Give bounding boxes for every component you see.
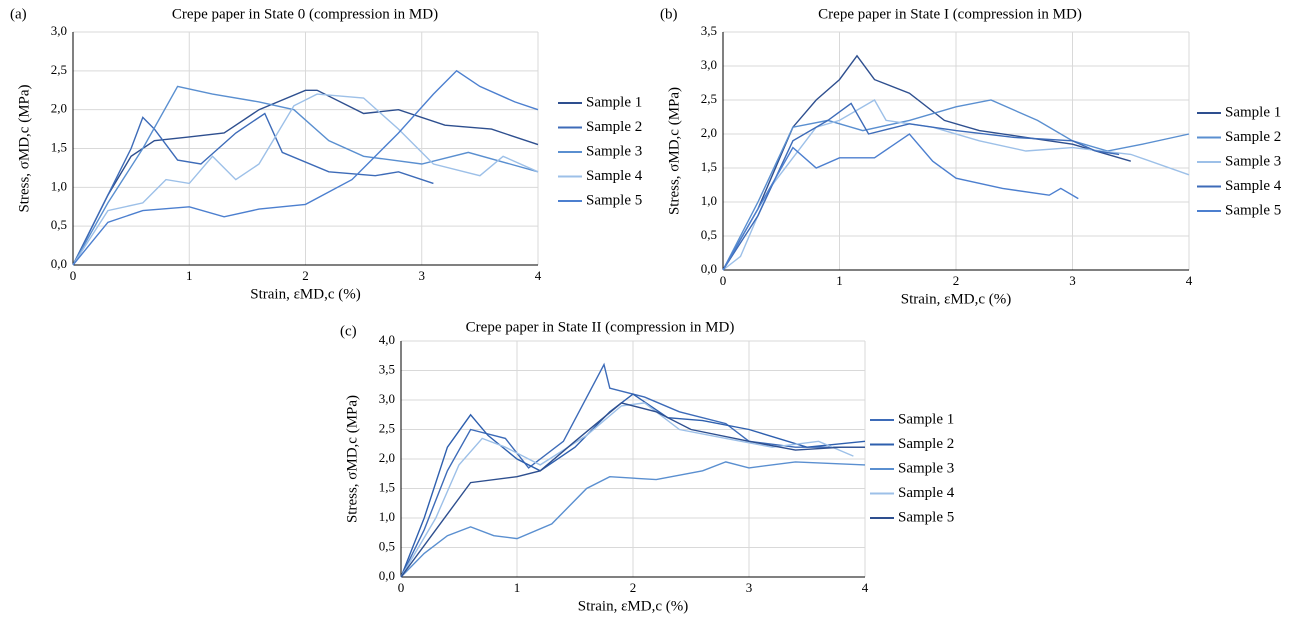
x-tick-label: 2 — [630, 580, 637, 595]
y-tick-label: 0,0 — [701, 261, 717, 276]
y-tick-label: 1,5 — [51, 139, 67, 154]
y-tick-label: 1,0 — [51, 178, 67, 193]
panel-label: (b) — [660, 6, 678, 22]
chart-title: Crepe paper in State II (compression in … — [466, 319, 735, 335]
legend-label: Sample 1 — [586, 94, 642, 110]
x-axis-label: Strain, εMD,c (%) — [901, 291, 1011, 307]
legend-label: Sample 3 — [1225, 153, 1281, 169]
x-tick-label: 4 — [535, 268, 542, 283]
data-line — [400, 393, 866, 578]
y-tick-label: 2,5 — [51, 62, 67, 77]
y-tick-label: 0,5 — [379, 538, 395, 553]
y-tick-label: 1,5 — [379, 479, 395, 494]
legend-label: Sample 1 — [898, 411, 954, 427]
panel-label: (a) — [10, 6, 27, 22]
y-tick-label: 2,0 — [379, 450, 395, 465]
panel-label: (c) — [340, 323, 357, 339]
legend-label: Sample 4 — [1225, 178, 1282, 194]
data-line — [72, 69, 539, 266]
data-line — [400, 402, 865, 578]
x-tick-label: 3 — [746, 580, 753, 595]
data-line — [400, 402, 854, 578]
legend-label: Sample 4 — [586, 168, 643, 184]
data-line — [400, 362, 865, 578]
y-tick-label: 0,0 — [51, 256, 67, 271]
x-axis-label: Strain, εMD,c (%) — [578, 598, 688, 614]
y-axis-label: Stress, σMD,c (MPa) — [666, 87, 682, 215]
y-axis-label: Stress, σMD,c (MPa) — [16, 84, 32, 212]
x-tick-label: 1 — [514, 580, 521, 595]
data-line — [72, 89, 539, 266]
y-tick-label: 2,5 — [701, 91, 717, 106]
x-tick-label: 3 — [419, 268, 426, 283]
x-tick-label: 0 — [398, 580, 405, 595]
x-tick-label: 4 — [862, 580, 869, 595]
data-line — [72, 85, 539, 266]
x-tick-label: 1 — [836, 273, 843, 288]
legend-label: Sample 2 — [898, 436, 954, 452]
y-tick-label: 2,5 — [379, 420, 395, 435]
y-tick-label: 0,5 — [51, 217, 67, 232]
legend-label: Sample 5 — [898, 509, 954, 525]
y-tick-label: 1,0 — [379, 509, 395, 524]
x-tick-label: 1 — [186, 268, 193, 283]
data-line — [722, 102, 1120, 271]
y-tick-label: 3,5 — [701, 23, 717, 38]
legend-label: Sample 2 — [586, 119, 642, 135]
x-axis-label: Strain, εMD,c (%) — [250, 286, 360, 302]
y-tick-label: 3,5 — [379, 361, 395, 376]
legend-label: Sample 3 — [898, 460, 954, 476]
y-tick-label: 0,0 — [379, 568, 395, 583]
y-tick-label: 1,0 — [701, 193, 717, 208]
chart-title: Crepe paper in State I (compression in M… — [818, 6, 1082, 22]
x-tick-label: 2 — [302, 268, 309, 283]
data-line — [722, 133, 1079, 271]
y-tick-label: 2,0 — [51, 101, 67, 116]
data-line — [72, 112, 434, 266]
y-axis-label: Stress, σMD,c (MPa) — [344, 395, 360, 523]
y-tick-label: 3,0 — [51, 23, 67, 38]
y-tick-label: 3,0 — [701, 57, 717, 72]
y-tick-label: 3,0 — [379, 391, 395, 406]
legend-label: Sample 5 — [1225, 202, 1281, 218]
data-line — [400, 461, 866, 578]
chart-title: Crepe paper in State 0 (compression in M… — [172, 6, 438, 22]
legend-label: Sample 5 — [586, 192, 642, 208]
y-tick-label: 0,5 — [701, 227, 717, 242]
x-tick-label: 2 — [953, 273, 960, 288]
y-tick-label: 4,0 — [379, 332, 395, 347]
legend-label: Sample 1 — [1225, 104, 1281, 120]
x-tick-label: 4 — [1186, 273, 1193, 288]
legend-label: Sample 3 — [586, 143, 642, 159]
y-tick-label: 2,0 — [701, 125, 717, 140]
legend-label: Sample 4 — [898, 485, 955, 501]
x-tick-label: 3 — [1069, 273, 1076, 288]
x-tick-label: 0 — [720, 273, 727, 288]
y-tick-label: 1,5 — [701, 159, 717, 174]
legend-label: Sample 2 — [1225, 129, 1281, 145]
x-tick-label: 0 — [70, 268, 77, 283]
data-line — [72, 93, 539, 266]
